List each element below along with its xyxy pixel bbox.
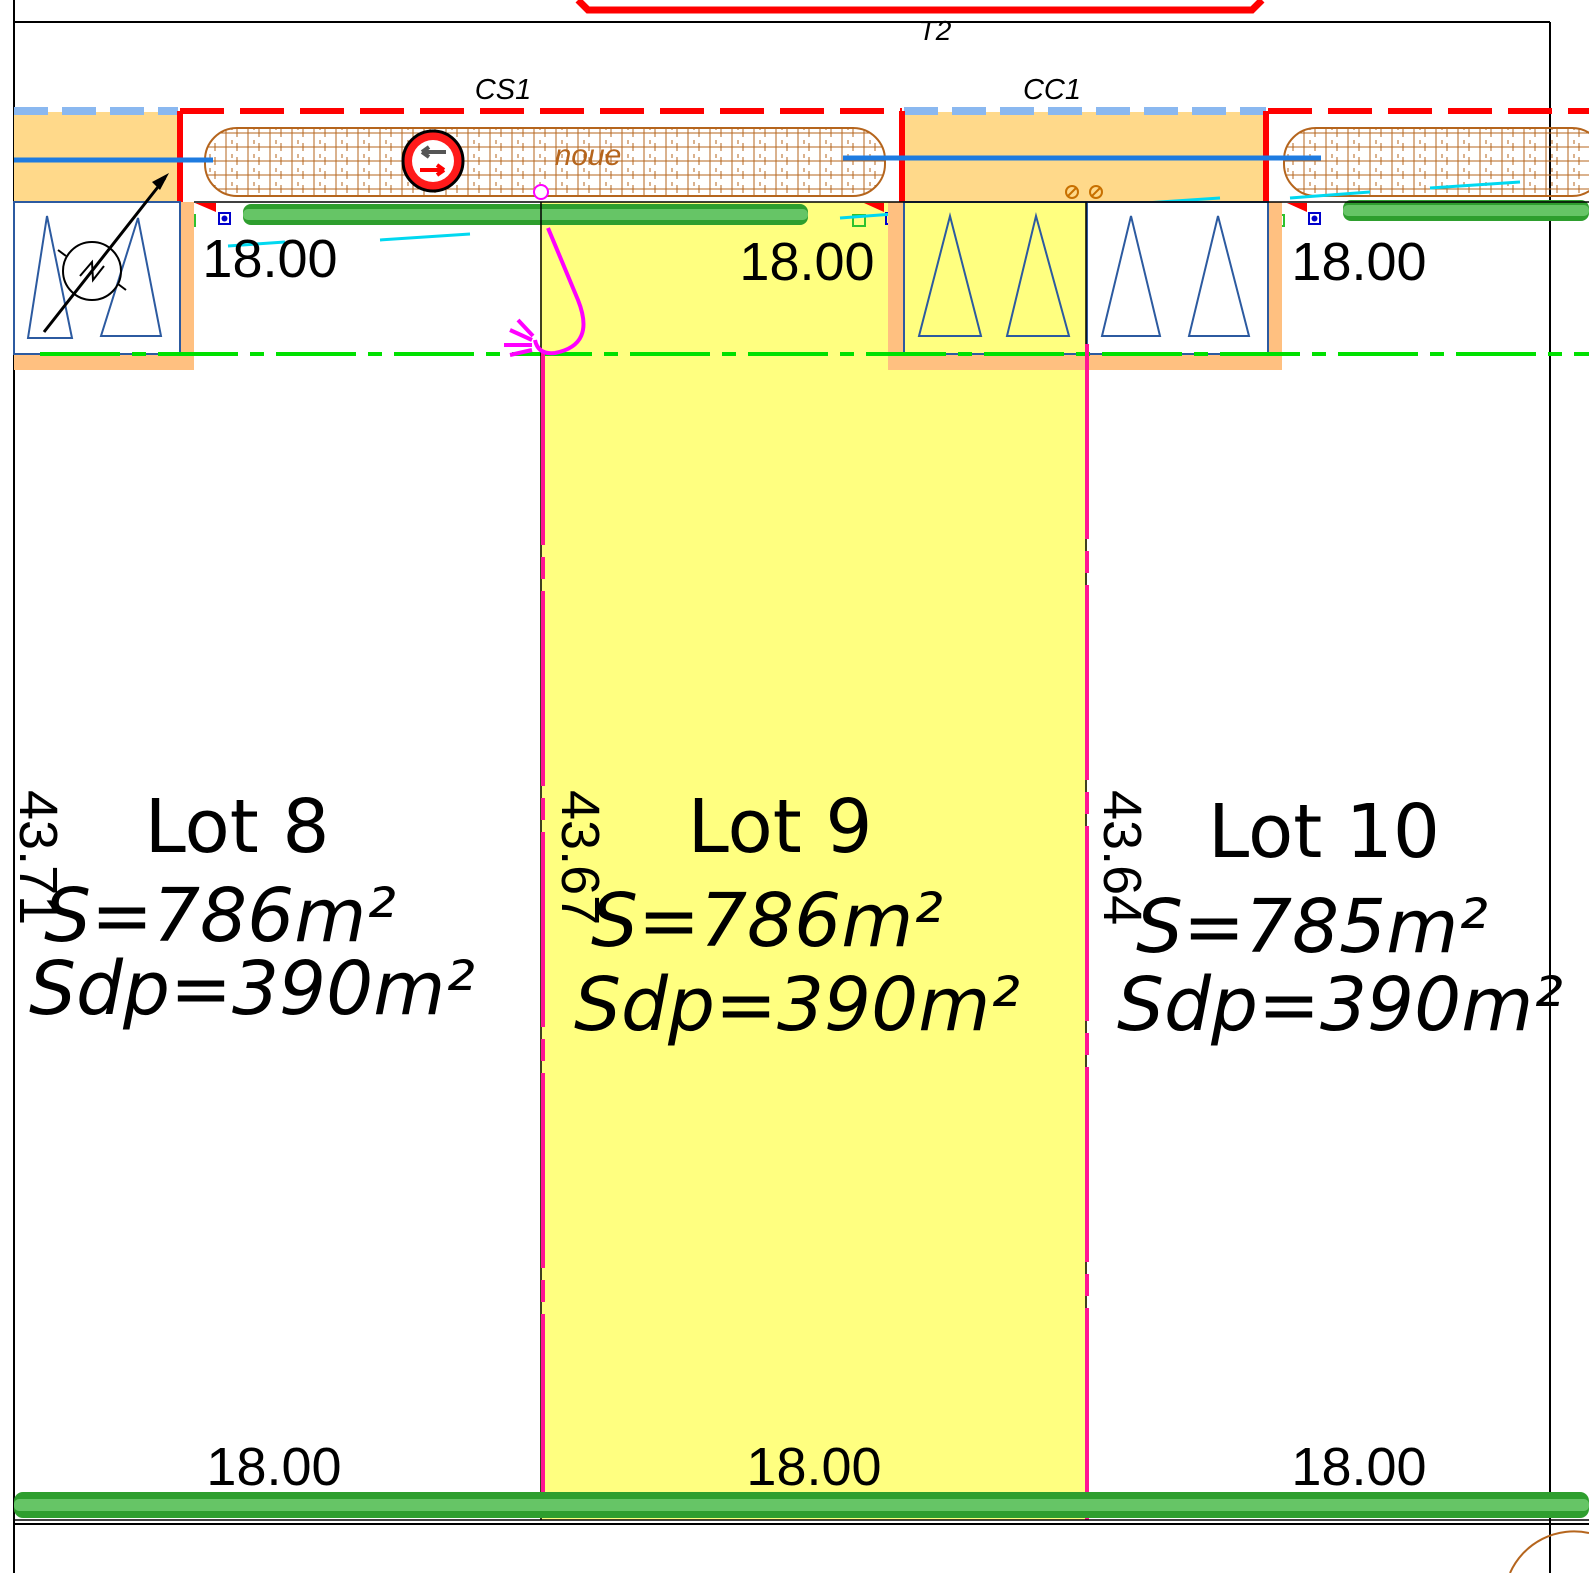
no-entry-sign-icon <box>401 129 465 193</box>
green-zone-middle-b <box>1086 201 1269 355</box>
lot-8-name: Lot 8 <box>145 784 330 870</box>
green-zone-left <box>13 201 181 355</box>
lot-9-front-width: 18.00 <box>739 232 874 292</box>
lot-10-name: Lot 10 <box>1208 789 1440 875</box>
lot-10-area: S=785m² <box>1136 884 1488 970</box>
road-label: T2 <box>919 15 952 46</box>
lot-10-side-length: 43.64 <box>1092 790 1152 925</box>
lot-9-side-length: 43.67 <box>550 790 610 925</box>
lot-9-back-width: 18.00 <box>746 1437 881 1497</box>
lot-10-front-width: 18.00 <box>1291 232 1426 292</box>
swale-label: noue <box>555 139 622 172</box>
north-arrow-icon <box>42 173 169 333</box>
lot-10-back-width: 18.00 <box>1291 1437 1426 1497</box>
swale-right <box>1283 127 1589 197</box>
lot-8-back-width: 18.00 <box>206 1437 341 1497</box>
hedge-bottom <box>14 1492 1589 1518</box>
lot-8-area: S=786m² <box>44 873 396 959</box>
road-outline <box>575 0 1265 14</box>
manhole-label-cs1: CS1 <box>475 74 531 106</box>
lot-8-side-length: 43.71 <box>8 790 68 925</box>
access-arrow-icon <box>504 184 586 357</box>
manhole-label-cc1: CC1 <box>1023 74 1081 106</box>
lot-8-floor-area: Sdp=390m² <box>29 946 475 1032</box>
green-zone-middle-a <box>903 201 1088 355</box>
compass-fragment <box>1509 1530 1589 1573</box>
lot-9-name: Lot 9 <box>688 784 873 870</box>
lot-9-fill <box>540 202 1087 1520</box>
hedge-icon <box>243 200 1589 225</box>
lot-10-floor-area: Sdp=390m² <box>1117 962 1563 1048</box>
tree-icon <box>26 212 1251 339</box>
parking-strip-left <box>14 112 179 202</box>
lot-9-area: S=786m² <box>591 878 943 964</box>
lot-8-front-width: 18.00 <box>202 229 337 289</box>
lot-9-floor-area: Sdp=390m² <box>574 962 1020 1048</box>
